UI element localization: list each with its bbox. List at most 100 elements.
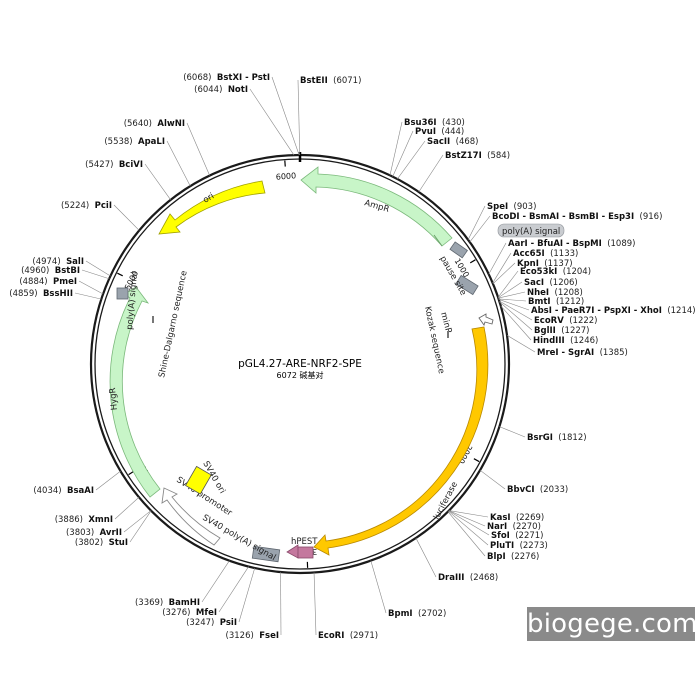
- site-name: Bsu36I: [404, 118, 437, 128]
- site-position: (1133): [550, 249, 578, 259]
- ruler-label: 6000: [276, 171, 297, 181]
- feature-polyA-top-label: poly(A) signal: [502, 227, 560, 237]
- site-position: (4884): [19, 277, 47, 287]
- site-name: SacII: [427, 137, 450, 147]
- site-name: BsaAI: [67, 486, 94, 496]
- ruler-tick: [117, 272, 123, 277]
- site-label-BstXI-PstI: (6068) BstXI - PstI: [183, 73, 270, 83]
- site-position: (3276): [162, 608, 190, 618]
- site-position: (3886): [55, 515, 83, 525]
- feature-AmpR-divider: [433, 234, 443, 247]
- site-position: (1212): [556, 297, 584, 307]
- site-label-Acc65I: Acc65I (1133): [513, 249, 578, 259]
- site-name: BamHI: [169, 598, 200, 608]
- site-position: (6068): [183, 73, 211, 83]
- site-label-KpnI: KpnI (1137): [517, 259, 573, 269]
- site-label-BciVI: (5427) BciVI: [85, 160, 143, 170]
- site-position: (2033): [540, 485, 568, 495]
- site-position: (2273): [520, 541, 548, 551]
- feature-minP-arrow: [478, 313, 494, 326]
- site-label-AvrII: (3803) AvrII: [66, 528, 122, 538]
- site-name: AvrII: [100, 528, 122, 538]
- site-label-MfeI: (3276) MfeI: [162, 608, 217, 618]
- site-leader-PsiI: [238, 567, 256, 623]
- site-position: (468): [456, 137, 479, 147]
- site-label-EcoRI: EcoRI (2971): [318, 631, 378, 641]
- site-label-MreI-SgrAI: MreI - SgrAI (1385): [537, 348, 628, 358]
- plasmid-title: pGL4.27-ARE-NRF2-SPE: [238, 358, 362, 370]
- site-name: BsrGI: [527, 433, 553, 443]
- site-position: (584): [487, 151, 510, 161]
- site-label-PmeI: (4884) PmeI: [19, 277, 77, 287]
- site-leader-BssHII: [74, 292, 102, 300]
- site-label-AarI-BfuAI-BspMI: AarI - BfuAI - BspMI (1089): [508, 239, 635, 249]
- site-leader-PciI: [113, 204, 140, 231]
- site-label-BsrGI: BsrGI (1812): [527, 433, 587, 443]
- site-leader-PmeI: [78, 280, 104, 295]
- site-label-SpeI: SpeI (903): [487, 202, 536, 212]
- site-position: (4034): [33, 486, 61, 496]
- feature-polyA-top-pill: [497, 223, 565, 238]
- site-leader-SpeI: [467, 205, 486, 240]
- site-position: (3126): [226, 631, 254, 641]
- site-name: BpmI: [388, 609, 413, 619]
- site-leader-BsaAI: [95, 470, 121, 491]
- site-name: EcoRV: [534, 316, 564, 326]
- site-name: BcoDI - BsmAI - BsmBI - Esp3I: [492, 212, 634, 222]
- site-label-BstEII: BstEII (6071): [300, 76, 361, 86]
- site-leader-KpnI: [492, 262, 516, 284]
- site-position: (2269): [516, 513, 544, 523]
- site-label-KasI: KasI (2269): [490, 513, 544, 523]
- ruler-tick: [473, 458, 480, 463]
- site-leader-NarI: [448, 510, 486, 527]
- feature-ori-label: ori: [202, 191, 217, 205]
- site-label-BssHII: (4859) BssHII: [9, 289, 73, 299]
- site-name: BlpI: [487, 552, 506, 562]
- site-label-BlpI: BlpI (2276): [487, 552, 539, 562]
- site-leader-SalI: [85, 260, 111, 277]
- site-position: (4974): [32, 257, 60, 267]
- site-position: (3803): [66, 528, 94, 538]
- feature-SV40-polyA-box: [251, 545, 281, 563]
- site-position: (1137): [544, 259, 572, 269]
- site-position: (1214): [667, 306, 695, 316]
- site-label-SacI: SacI (1206): [524, 278, 578, 288]
- site-label-PluTI: PluTI (2273): [490, 541, 548, 551]
- feature-AmpR-arrow: [300, 166, 453, 247]
- feature-SV40-ori-box: [185, 465, 212, 495]
- site-leader-EcoRV: [499, 300, 533, 321]
- site-leader-Eco53kI: [497, 270, 519, 298]
- site-leader-BstXI-PstI: [271, 76, 300, 156]
- site-name: NotI: [228, 85, 248, 95]
- site-position: (5640): [124, 119, 152, 129]
- site-label-SalI: (4974) SalI: [32, 257, 84, 267]
- site-name: Acc65I: [513, 249, 545, 259]
- site-label-PciI: (5224) PciI: [61, 201, 112, 211]
- site-name: BmtI: [528, 297, 551, 307]
- site-position: (1246): [570, 336, 598, 346]
- site-leader-SfoI: [448, 510, 490, 536]
- site-leader-BbvCI: [479, 469, 506, 490]
- site-leader-EcoRI: [313, 572, 317, 636]
- site-leader-BstZ17I: [418, 154, 444, 193]
- site-label-BamHI: (3369) BamHI: [135, 598, 200, 608]
- site-name: BstEII: [300, 76, 328, 86]
- site-position: (1089): [607, 239, 635, 249]
- site-name: XmnI: [88, 515, 113, 525]
- site-label-StuI: (3802) StuI: [75, 538, 128, 548]
- site-name: BglII: [534, 326, 556, 336]
- feature-hPEST-body: [297, 546, 314, 559]
- site-label-BsaAI: (4034) BsaAI: [33, 486, 94, 496]
- site-name: KasI: [490, 513, 511, 523]
- site-name: MfeI: [196, 608, 217, 618]
- site-position: (1227): [561, 326, 589, 336]
- site-position: (3247): [186, 618, 214, 628]
- site-position: (5224): [61, 201, 89, 211]
- site-position: (1385): [600, 348, 628, 358]
- site-name: MreI - SgrAI: [537, 348, 594, 358]
- site-name: BstXI - PstI: [217, 73, 270, 83]
- site-label-BstZ17I: BstZ17I (584): [445, 151, 510, 161]
- restriction-sites: BstEII (6071) (6068) BstXI - PstI (6044) N…: [9, 73, 695, 641]
- site-label-BpmI: BpmI (2702): [388, 609, 446, 619]
